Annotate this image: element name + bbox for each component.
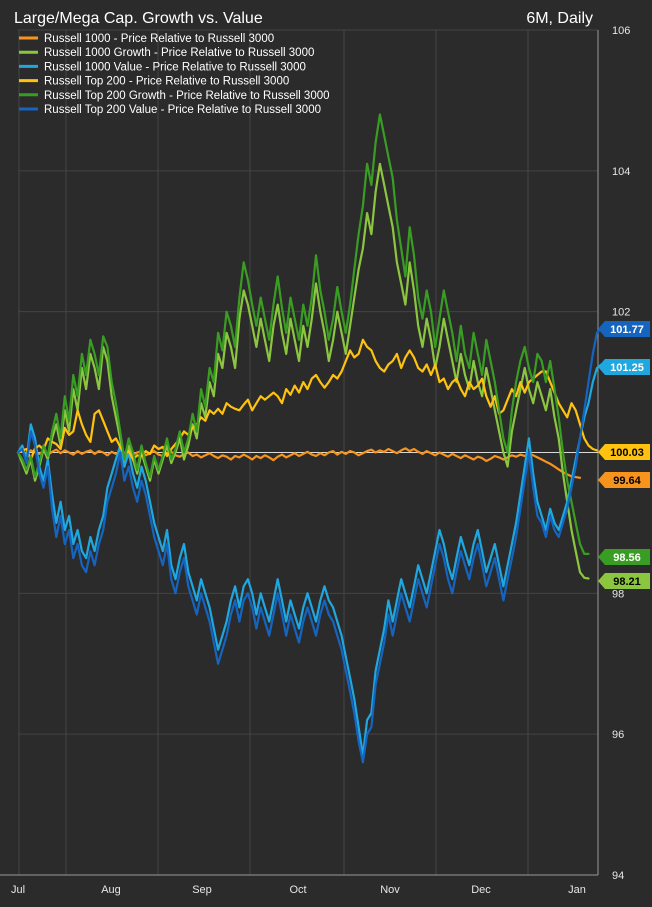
y-tick-label-6: 106 bbox=[612, 25, 630, 37]
callout-tag-4 bbox=[598, 549, 650, 565]
x-tick-label-4: Nov bbox=[380, 884, 400, 896]
series-line-1 bbox=[16, 162, 590, 580]
callout-0: 99.64 bbox=[598, 472, 650, 488]
callout-tag-2 bbox=[598, 359, 650, 375]
callout-value-5: 101.77 bbox=[610, 324, 644, 336]
x-axis-tick-labels: Jul Aug Sep Oct Nov Dec Jan bbox=[11, 884, 586, 896]
chart-title: Large/Mega Cap. Growth vs. Value bbox=[14, 10, 263, 27]
series-line-2 bbox=[16, 363, 607, 757]
y-tick-label-0: 94 bbox=[612, 870, 624, 882]
legend-label-3: Russell Top 200 - Price Relative to Russ… bbox=[44, 76, 289, 88]
callout-value-3: 100.03 bbox=[610, 447, 644, 459]
callout-tag-1 bbox=[598, 573, 650, 589]
callout-2: 101.25 bbox=[598, 359, 650, 375]
x-tick-label-1: Aug bbox=[101, 884, 121, 896]
last-value-callouts: 99.64 98.21 101.25 100.03 98.56 101.77 bbox=[598, 321, 650, 589]
callout-value-4: 98.56 bbox=[613, 552, 641, 564]
callout-tag-3 bbox=[598, 444, 650, 460]
y-tick-label-5: 104 bbox=[612, 166, 630, 178]
x-tick-label-6: Jan bbox=[568, 884, 586, 896]
callout-1: 98.21 bbox=[598, 573, 650, 589]
callout-value-0: 99.64 bbox=[613, 475, 641, 487]
series-line-0 bbox=[16, 447, 582, 479]
legend: Russell 1000 - Price Relative to Russell… bbox=[19, 33, 330, 116]
callout-5: 101.77 bbox=[598, 321, 650, 337]
callout-tag-0 bbox=[598, 472, 650, 488]
legend-label-1: Russell 1000 Growth - Price Relative to … bbox=[44, 47, 314, 59]
y-tick-label-1: 96 bbox=[612, 729, 624, 741]
legend-label-0: Russell 1000 - Price Relative to Russell… bbox=[44, 33, 274, 45]
series-lines bbox=[16, 113, 607, 764]
y-tick-label-2: 98 bbox=[612, 588, 624, 600]
chart-period-label: 6M, Daily bbox=[526, 10, 593, 27]
legend-label-4: Russell Top 200 Growth - Price Relative … bbox=[44, 90, 330, 102]
legend-label-2: Russell 1000 Value - Price Relative to R… bbox=[44, 61, 306, 73]
x-tick-label-2: Sep bbox=[192, 884, 212, 896]
callout-4: 98.56 bbox=[598, 549, 650, 565]
callout-value-2: 101.25 bbox=[610, 362, 644, 374]
callout-tag-5 bbox=[598, 321, 650, 337]
x-tick-label-3: Oct bbox=[289, 884, 306, 896]
y-tick-label-4: 102 bbox=[612, 307, 630, 319]
callout-value-1: 98.21 bbox=[613, 576, 641, 588]
series-line-4 bbox=[16, 113, 590, 556]
x-tick-label-5: Dec bbox=[471, 884, 491, 896]
callout-3: 100.03 bbox=[598, 444, 650, 460]
x-tick-label-0: Jul bbox=[11, 884, 25, 896]
legend-label-5: Russell Top 200 Value - Price Relative t… bbox=[44, 104, 321, 116]
series-line-5 bbox=[16, 326, 607, 764]
